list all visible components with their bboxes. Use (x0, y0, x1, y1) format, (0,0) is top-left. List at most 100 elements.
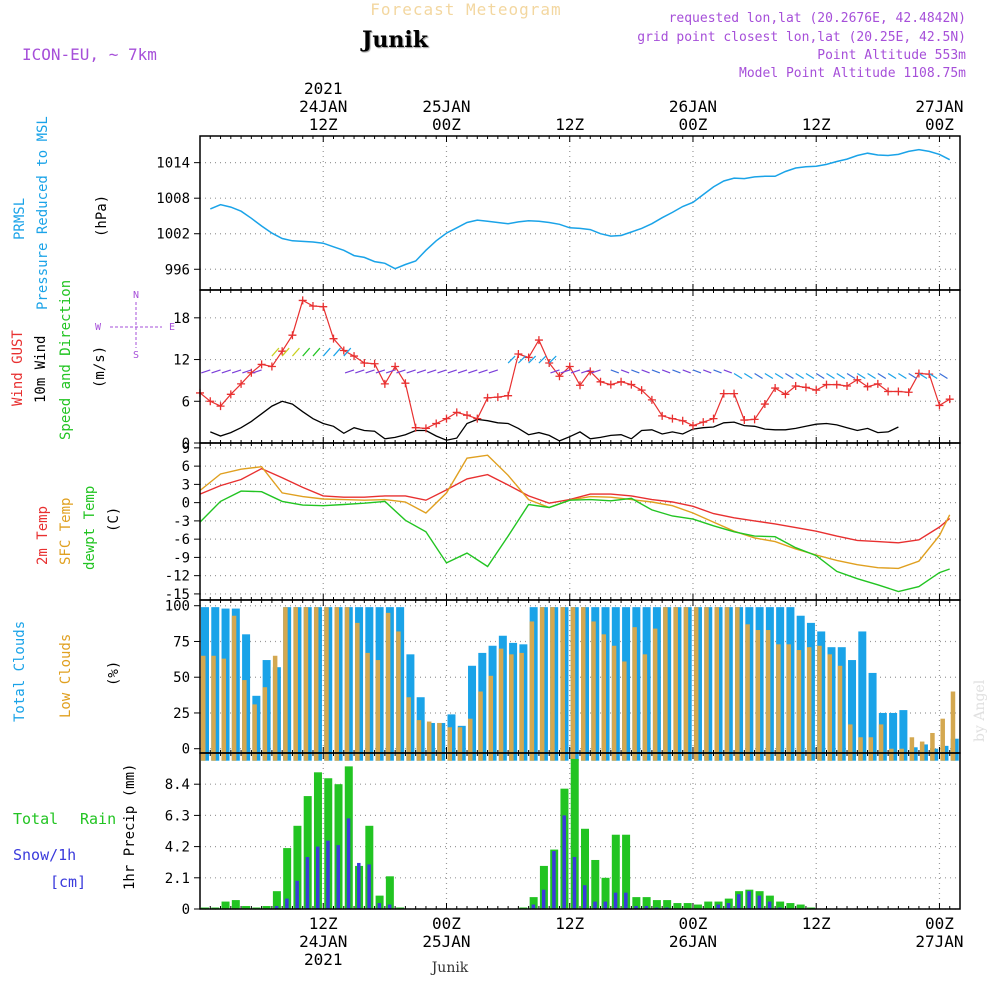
gust-point-marker (750, 415, 759, 424)
clouds-panel-labels: Total Clouds Low Clouds (%) (12, 621, 122, 722)
low-clouds-bar (581, 607, 586, 761)
low-clouds-bar (899, 748, 904, 761)
low-clouds-bar (909, 737, 915, 761)
gust-point-marker (699, 418, 708, 427)
temp-panel: -15 -12 -9 -6 -3 0 3 6 9 (165, 441, 960, 603)
rain-bar (385, 876, 394, 909)
y-tick-label: 12 (173, 353, 190, 369)
gust-point-marker (812, 386, 821, 395)
y-tick-label: 6 (182, 394, 190, 410)
rain-bar (663, 900, 672, 909)
rain-bar (673, 903, 682, 909)
gust-point-marker (637, 386, 646, 395)
y-tick-label: 3 (182, 477, 190, 493)
gust-point-marker (473, 414, 482, 423)
rain-bar (221, 901, 230, 909)
wind-direction-arrow (856, 372, 866, 379)
low-clouds-bar (498, 648, 504, 761)
gust-point-marker (791, 381, 800, 390)
pressure-panel-labels: PRMSL Pressure Reduced to MSL (hPa) (12, 116, 110, 310)
gust-point-marker (401, 379, 410, 388)
bottom-time-label: 27JAN (915, 932, 963, 951)
pressure-label-2: Pressure Reduced to MSL (35, 116, 51, 310)
low-clouds-bar (457, 727, 463, 761)
wind-direction-arrow (252, 369, 262, 374)
pressure-label-3: (hPa) (94, 195, 110, 237)
bottom-time-label: 26JAN (669, 932, 717, 951)
low-clouds-bar (673, 607, 678, 761)
gust-point-marker (206, 397, 215, 406)
y-tick-label: 4.2 (165, 840, 190, 856)
wind-direction-arrow (281, 347, 290, 357)
low-clouds-bar (591, 621, 596, 761)
low-clouds-bar (385, 612, 391, 761)
y-tick-label: 50 (173, 670, 190, 686)
wind-direction-arrow (201, 369, 211, 374)
wind-direction-arrow (928, 372, 938, 379)
gust-point-marker (360, 359, 369, 368)
low-clouds-bar (919, 741, 925, 761)
low-clouds-bar (529, 621, 535, 761)
precip-label-snow: Snow/1h (13, 846, 76, 864)
clouds-label-2: Low Clouds (58, 634, 74, 718)
compass-e: E (169, 322, 175, 333)
gust-point-marker (257, 360, 266, 369)
snow-bar (552, 851, 556, 909)
compass-n: N (133, 290, 139, 301)
wind-direction-arrow (517, 355, 526, 364)
snow-bar (541, 889, 546, 909)
wind-direction-arrow (898, 372, 907, 379)
low-clouds-bar (806, 647, 812, 761)
low-clouds-bar (652, 628, 658, 761)
rain-bar (591, 859, 600, 909)
low-clouds-bar (745, 624, 750, 761)
wind-direction-arrow (764, 372, 774, 379)
wind-label-1: Wind GUST (10, 330, 26, 406)
rain-bar (632, 897, 641, 909)
snow-bar (305, 857, 310, 909)
wind-direction-arrow (231, 369, 242, 374)
wind-direction-arrow (867, 372, 876, 379)
rain-bar (776, 901, 785, 909)
gust-point-marker (514, 349, 523, 358)
snow-bar (624, 892, 628, 909)
y-tick-label: 18 (173, 311, 190, 327)
wind-direction-arrow (271, 347, 280, 357)
rain-bar (293, 825, 302, 909)
gust-point-marker (730, 389, 739, 398)
low-clouds-bar (663, 607, 668, 761)
y-tick-label: 1002 (156, 227, 190, 243)
wind-direction-arrow (507, 355, 516, 364)
gust-point-marker (884, 387, 893, 396)
low-clouds-bar (396, 631, 401, 761)
gust-point-marker (760, 400, 769, 409)
wind-direction-arrow (620, 369, 630, 374)
gust-point-marker (421, 424, 430, 433)
rain-bar (303, 796, 312, 909)
y-tick-label: 6.3 (165, 808, 190, 824)
gust-point-marker (606, 380, 615, 389)
wind-direction-arrow (651, 369, 661, 374)
gust-point-marker (555, 372, 564, 381)
bottom-time-label: 00Z (432, 914, 461, 933)
gust-point-marker (668, 414, 677, 423)
low-clouds-bar (930, 732, 935, 761)
total-clouds-bar (899, 710, 908, 761)
wind-label-3: Speed and Direction (58, 280, 74, 440)
snow-bar (315, 846, 320, 909)
pressure-label-1: PRMSL (12, 198, 28, 240)
wind-direction-arrow (672, 369, 681, 374)
snow-bar (767, 901, 772, 909)
gust-point-marker (442, 414, 451, 423)
gust-point-marker (565, 362, 574, 371)
low-clouds-bar (242, 680, 247, 761)
top-time-label: 25JAN (422, 97, 470, 116)
low-clouds-bar (303, 607, 309, 761)
y-tick-label: 0 (182, 496, 190, 512)
wind-direction-arrow (723, 369, 732, 374)
y-tick-label: 100 (165, 599, 190, 615)
gust-point-marker (267, 362, 276, 371)
wind-direction-arrow (887, 372, 897, 379)
wind-direction-arrow (365, 369, 375, 374)
snow-bar (346, 818, 351, 909)
